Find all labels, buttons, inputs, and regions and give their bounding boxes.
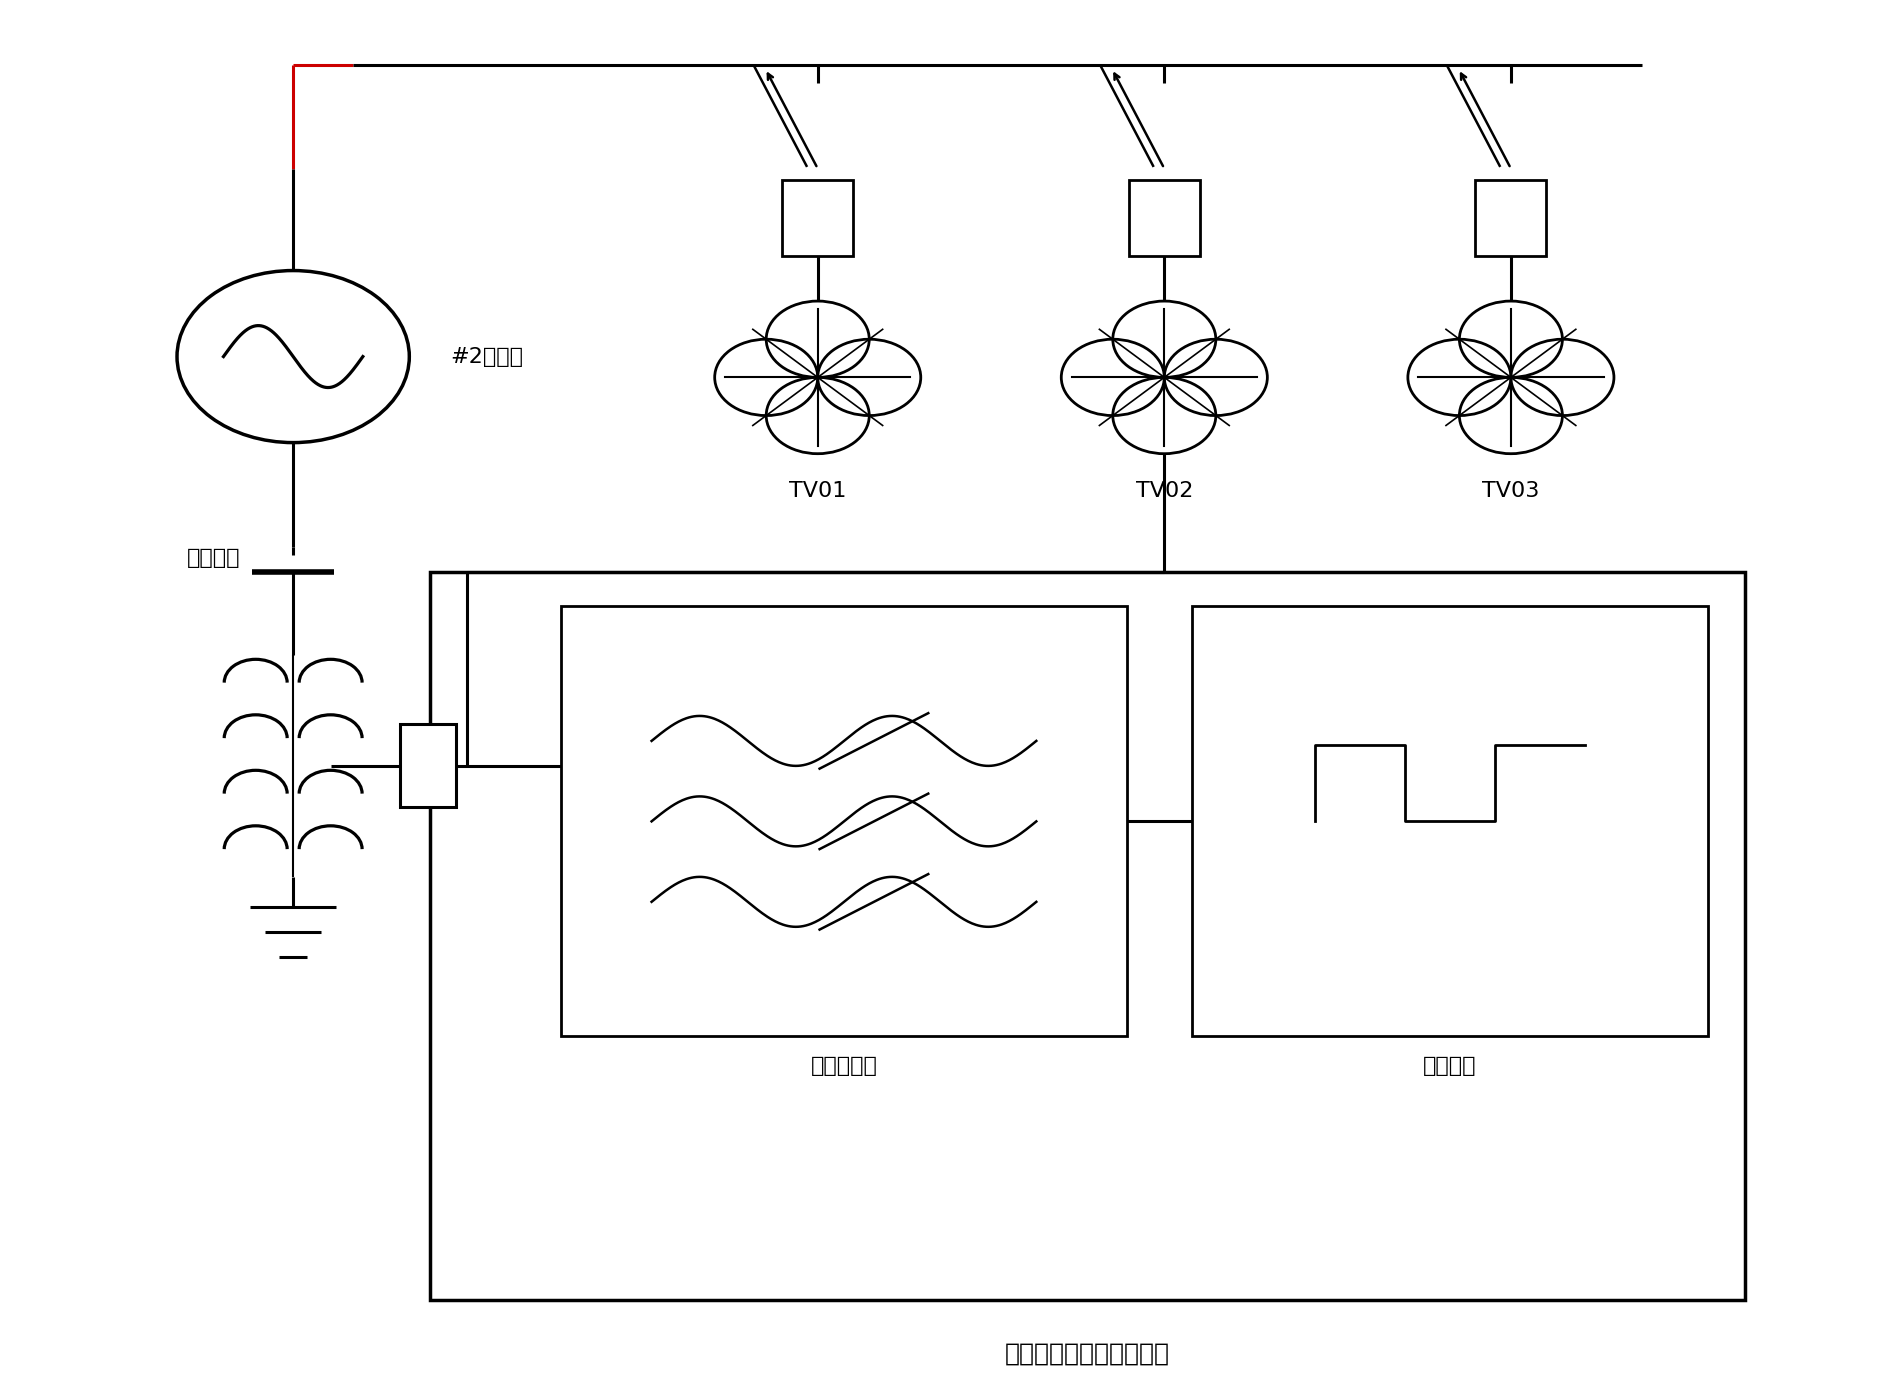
Bar	[1129, 180, 1201, 256]
Text: 带通滤波器: 带通滤波器	[810, 1056, 877, 1075]
Text: TV02: TV02	[1135, 482, 1193, 501]
Text: 方波电源: 方波电源	[1422, 1056, 1477, 1075]
Text: 接地刀阀: 接地刀阀	[188, 547, 241, 568]
Text: TV03: TV03	[1483, 482, 1539, 501]
Bar	[1475, 180, 1546, 256]
Bar	[782, 180, 853, 256]
Bar	[1193, 606, 1708, 1036]
Text: TV01: TV01	[789, 482, 846, 501]
Bar	[400, 724, 457, 808]
Text: 注入式定子接地保护装置: 注入式定子接地保护装置	[1005, 1341, 1171, 1365]
Bar	[430, 571, 1746, 1300]
Text: #2发电机: #2发电机	[451, 347, 524, 366]
Bar	[562, 606, 1127, 1036]
